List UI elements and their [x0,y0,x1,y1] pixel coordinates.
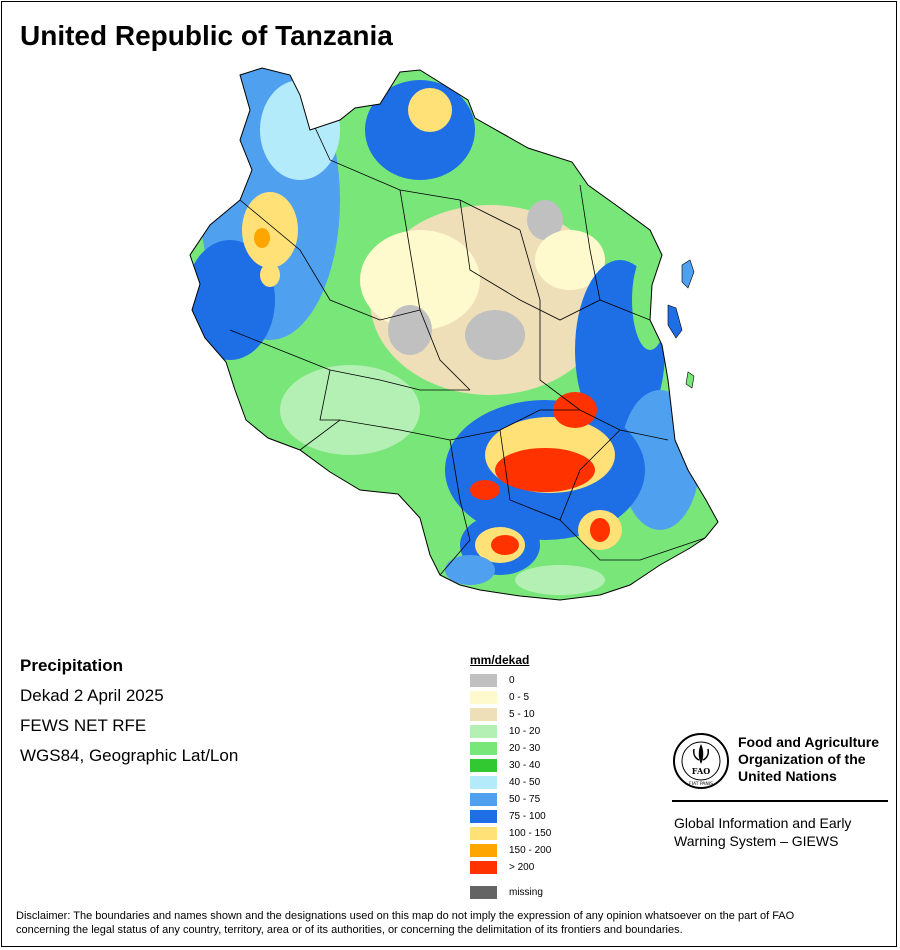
kigoma-south-zone [260,263,280,287]
legend-swatch-missing [470,886,497,899]
northeast-coastal-green-zone [632,250,668,350]
legend-row: 75 - 100 [470,808,551,825]
southwest-highlands-core [491,535,519,555]
pemba-island [681,259,695,289]
central-no-rain-zone-east [465,310,525,360]
legend-label-missing: missing [509,887,543,898]
legend-label: 10 - 20 [509,726,541,737]
disclaimer-line-2: concerning the legal status of any count… [16,924,683,936]
branding-divider [672,800,888,802]
projection-label: WGS84, Geographic Lat/Lon [20,746,239,765]
legend-label: 150 - 200 [509,845,552,856]
legend-label: 30 - 40 [509,760,541,771]
logo-letters: FAO [692,766,710,776]
legend: mm/dekad 0 0 - 5 5 - 10 10 - 20 20 - 30 30 - … [470,653,551,899]
system-line-1: Global Information and Early [674,815,852,831]
variable-label: Precipitation [20,656,123,675]
legend-label: 50 - 75 [509,794,541,805]
legend-swatch [470,827,497,840]
legend-row: 150 - 200 [470,842,551,859]
legend-swatch [470,691,497,704]
legend-row: 5 - 10 [470,706,551,723]
kigoma-core-zone [254,228,270,248]
fao-logo-icon: FAO FIAT PANIS [673,733,729,789]
legend-missing: missing [470,886,543,899]
legend-title: mm/dekad [470,653,530,667]
legend-row: 40 - 50 [470,774,551,791]
legend-label: 40 - 50 [509,777,541,788]
legend-swatch [470,861,497,874]
northeast-dry-zone [535,230,605,290]
far-southwest-wet-zone [445,555,495,585]
kigoma-peak-zone [242,192,298,268]
mafia-island [685,371,695,389]
kilimanjaro-peak-zone [408,88,452,132]
west-very-wet-zone [190,240,275,360]
legend-swatch [470,844,497,857]
legend-row: 10 - 20 [470,723,551,740]
legend-swatch [470,759,497,772]
disclaimer: Disclaimer: The boundaries and names sho… [16,909,886,937]
legend-label: 100 - 150 [509,828,552,839]
precipitation-raster [190,68,700,595]
legend-swatch [470,742,497,755]
region-boundaries [229,94,706,576]
legend-swatch [470,793,497,806]
org-line-2: Organization of the [738,751,866,767]
southern-peak-west [470,480,500,500]
legend-row: > 200 [470,859,551,876]
central-no-rain-zone-west [388,305,432,355]
legend-label: 0 - 5 [509,692,530,703]
legend-swatch [470,674,497,687]
period-label: Dekad 2 April 2025 [20,686,164,705]
legend-row: 50 - 75 [470,791,551,808]
central-very-dry-zone [360,230,480,330]
southern-peak-core [495,448,595,492]
precipitation-map [189,67,719,601]
zanzibar-island [667,304,683,339]
country-border [189,67,719,601]
legend-label: 20 - 30 [509,743,541,754]
southern-border-moderate-zone [515,565,605,595]
legend-swatch [470,810,497,823]
northeast-no-rain-zone [527,200,563,240]
org-line-1: Food and Agriculture [738,734,880,750]
org-line-3: United Nations [738,768,837,784]
logo-motto: FIAT PANIS [689,781,713,787]
legend-row: 100 - 150 [470,825,551,842]
legend-label: 5 - 10 [509,709,535,720]
legend-swatch [470,725,497,738]
legend-row: 30 - 40 [470,757,551,774]
legend-label: 75 - 100 [509,811,546,822]
legend-label: > 200 [509,862,535,873]
legend-row: 0 - 5 [470,689,551,706]
legend-classes: 0 0 - 5 5 - 10 10 - 20 20 - 30 30 - 40 40 - 50… [470,672,551,876]
source-label: FEWS NET RFE [20,716,147,735]
system-line-2: Warning System – GIEWS [674,833,839,849]
legend-row: 20 - 30 [470,740,551,757]
southwest-moderate-zone [280,365,420,455]
disclaimer-line-1: Disclaimer: The boundaries and names sho… [16,910,795,922]
giews-name: Global Information and Early Warning Sys… [674,814,851,850]
fao-organization-name: Food and Agriculture Organization of the… [738,734,879,785]
southeast-core [590,518,610,542]
legend-swatch [470,708,497,721]
legend-row: 0 [470,672,551,689]
legend-label: 0 [509,675,515,686]
map-info: Precipitation Dekad 2 April 2025 FEWS NE… [20,656,238,776]
map-title: United Republic of Tanzania [20,20,393,51]
legend-swatch [470,776,497,789]
